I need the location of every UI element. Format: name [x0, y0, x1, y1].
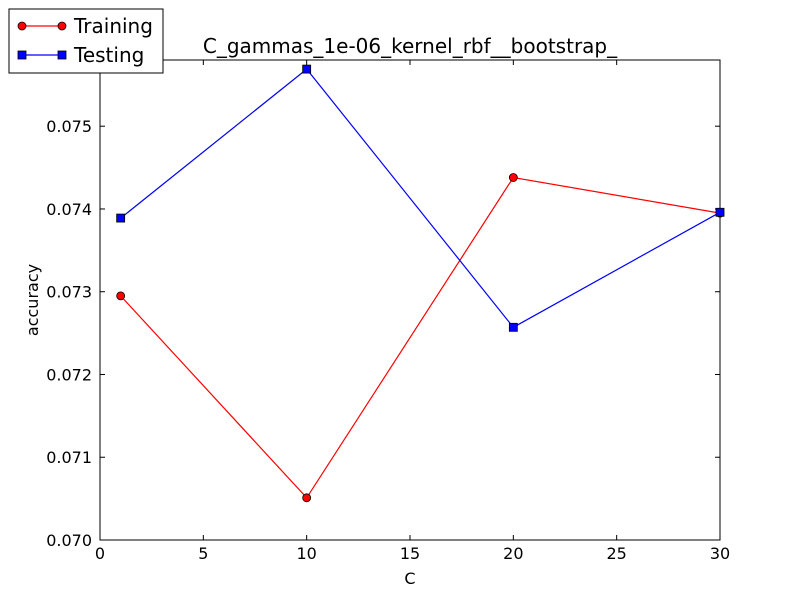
y-tick-label: 0.075 — [46, 117, 92, 136]
y-tick-label: 0.074 — [46, 200, 92, 219]
series-line-training — [120, 176, 721, 499]
x-axis-label: C — [404, 569, 415, 588]
x-tick-label: 15 — [400, 544, 420, 563]
x-tick-label: 0 — [95, 544, 105, 563]
y-tick-label: 0.073 — [46, 283, 92, 302]
data-point-testing — [302, 64, 312, 74]
x-tick-label: 5 — [198, 544, 208, 563]
y-tick-label: 0.072 — [46, 365, 92, 384]
legend-box — [8, 8, 164, 74]
data-point-training — [508, 173, 518, 182]
legend-marker-training — [57, 21, 67, 31]
chart-title: C_gammas_1e-06_kernel_rbf__bootstrap_ — [203, 34, 618, 58]
series-line-testing — [120, 68, 721, 329]
y-tick-label: 0.070 — [46, 531, 92, 550]
data-point-training — [302, 493, 312, 503]
x-tick-label: 10 — [296, 544, 316, 563]
x-tick-label: 20 — [503, 544, 523, 563]
data-point-training — [116, 291, 126, 301]
x-axis: 0 5 10 15 20 25 30 — [95, 60, 730, 563]
data-point-testing — [715, 207, 725, 217]
legend-label-training: Training — [73, 14, 153, 38]
plot-area — [99, 59, 721, 541]
y-axis-label: accuracy — [23, 264, 42, 336]
data-point-testing — [508, 322, 518, 332]
legend-marker-testing — [57, 50, 67, 60]
legend: Training Testing — [8, 8, 164, 74]
y-tick-label: 0.071 — [46, 448, 92, 467]
series-layer — [116, 64, 725, 503]
legend-marker-training — [17, 21, 27, 31]
x-tick-label: 25 — [606, 544, 626, 563]
y-axis: 0.070 0.071 0.072 0.073 0.074 0.075 — [46, 117, 720, 550]
legend-label-testing: Testing — [73, 43, 144, 67]
legend-marker-testing — [17, 50, 27, 60]
x-tick-label: 30 — [710, 544, 730, 563]
data-point-testing — [116, 213, 126, 223]
